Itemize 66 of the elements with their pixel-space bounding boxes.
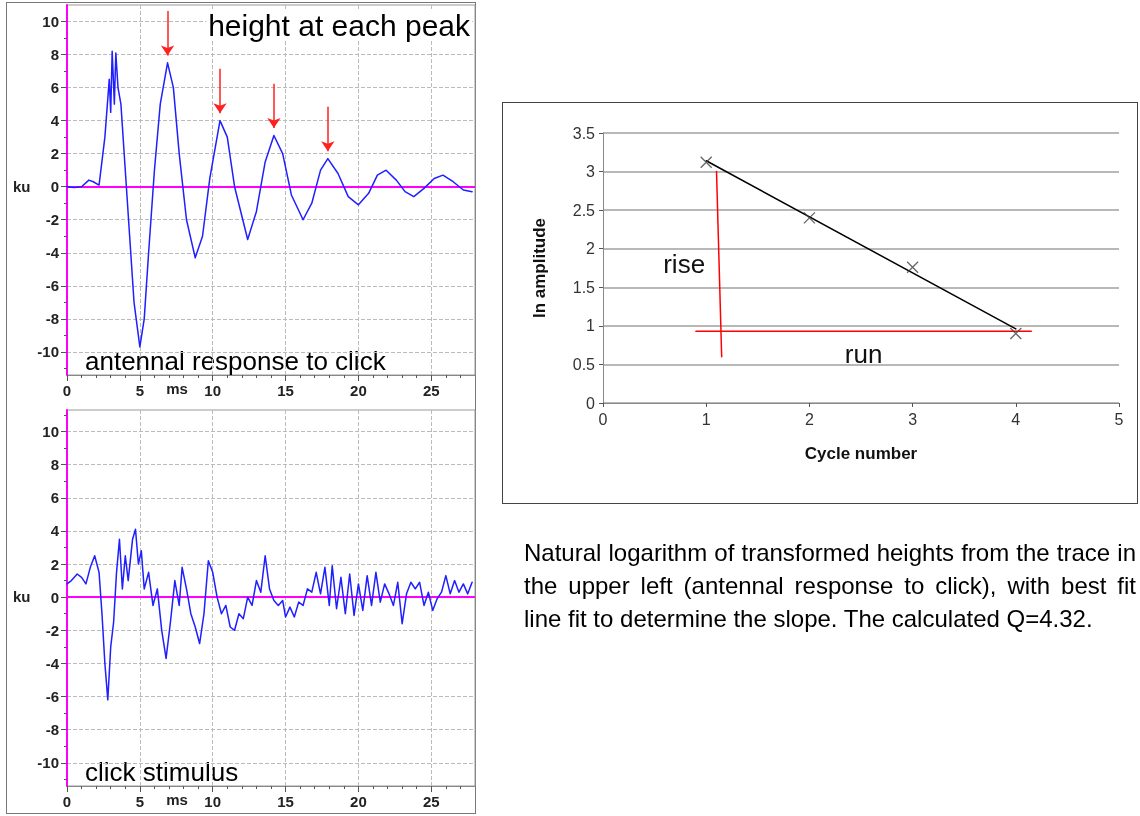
x-tick-label: 3 — [908, 410, 918, 428]
x-tick-label: 20 — [350, 382, 367, 399]
x-tick-label: 15 — [277, 793, 294, 810]
y-tick-label: -4 — [45, 244, 60, 262]
y-tick-label: 3.5 — [572, 124, 596, 142]
y-tick-label: 4 — [50, 112, 60, 130]
x-tick-label: 5 — [135, 793, 145, 810]
x-axis-title: ms — [166, 380, 188, 397]
y-axis-title: ln amplitude — [530, 217, 549, 319]
point — [906, 261, 919, 274]
x-tick-label: 25 — [422, 793, 440, 810]
x-tick-label: 1 — [701, 410, 711, 428]
y-tick-label: 0 — [50, 178, 59, 196]
line-series — [66, 50, 473, 348]
y-tick-label: 2 — [586, 240, 596, 258]
y-tick-label: -6 — [45, 688, 59, 706]
x-tick-label: 10 — [204, 793, 222, 810]
y-axis-title: ku — [13, 588, 31, 606]
y-tick-label: 2 — [50, 145, 59, 163]
x-tick-label: 25 — [422, 382, 440, 399]
y-tick-label: 0 — [50, 588, 59, 606]
y-tick-label: -8 — [45, 310, 59, 328]
x-tick-label: 15 — [277, 382, 294, 399]
y-tick-label: 0.5 — [572, 355, 596, 373]
text: antennal response to click — [85, 346, 387, 376]
y-tick-label: -10 — [37, 343, 59, 361]
x-tick-label: 5 — [1114, 410, 1124, 428]
x-tick-label: 0 — [62, 382, 72, 399]
line-series — [66, 528, 473, 701]
y-axis-title: ku — [13, 177, 31, 195]
y-tick-label: 10 — [42, 13, 59, 31]
point — [1009, 327, 1022, 340]
y-tick-label: 4 — [50, 522, 60, 540]
text: Natural logarithm of transformed heights from the trace in the upper left (antennal response to click), with best fit line fit to determine the slope. The calculated Q=4.32. — [524, 538, 1136, 634]
y-tick-label: -4 — [45, 654, 60, 672]
series-label: run — [844, 339, 883, 370]
y-tick-label: -8 — [45, 721, 59, 739]
x-tick-label: 0 — [62, 793, 72, 810]
y-tick-label: 3 — [586, 163, 596, 181]
y-tick-label: -6 — [45, 277, 59, 295]
x-tick-label: 0 — [598, 410, 608, 428]
y-tick-label: 6 — [50, 79, 59, 97]
x-tick-label: 4 — [1011, 410, 1021, 428]
y-tick-label: 2.5 — [572, 201, 596, 219]
y-tick-label: 2 — [50, 555, 59, 573]
y-tick-label: 1 — [586, 317, 596, 335]
series-label: rise — [663, 249, 706, 280]
x-tick-label: 10 — [204, 382, 222, 399]
x-tick-label: 5 — [135, 382, 145, 399]
y-tick-label: 0 — [586, 394, 596, 412]
x-axis-title: ms — [166, 791, 188, 808]
point — [803, 211, 816, 225]
x-tick-label: 20 — [350, 793, 367, 810]
x-tick-label: 2 — [804, 410, 814, 428]
y-tick-label: 6 — [50, 489, 59, 507]
y-tick-label: -2 — [45, 211, 59, 229]
y-tick-label: -10 — [37, 754, 59, 772]
point — [700, 156, 713, 169]
y-tick-label: 8 — [50, 456, 59, 474]
y-tick-label: 8 — [50, 46, 59, 64]
y-tick-label: 1.5 — [572, 278, 596, 296]
x-axis-title: Cycle number — [804, 444, 918, 463]
y-tick-label: 10 — [42, 423, 59, 441]
annotation: height at each peak — [208, 8, 471, 42]
text: click stimulus — [85, 757, 239, 787]
y-tick-label: -2 — [45, 621, 59, 639]
